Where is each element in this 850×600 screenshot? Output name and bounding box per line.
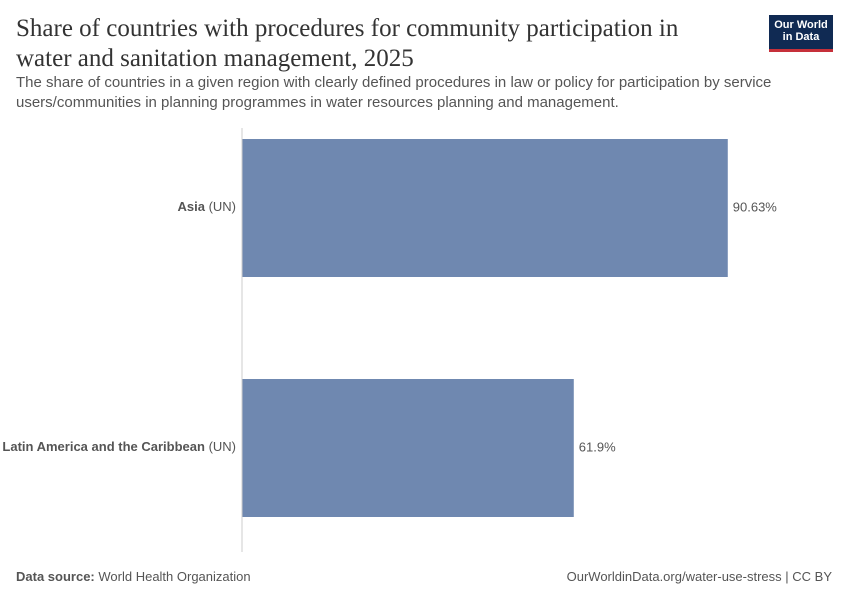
category-note: (UN) [209,199,236,214]
logo-line: in Data [782,31,820,43]
category-note: (UN) [209,439,236,454]
category-name: Asia [177,199,205,214]
chart-title: Share of countries with procedures for c… [16,15,679,72]
chart-subtitle: The share of countries in a given region… [16,74,772,111]
category-name: Latin America and the Caribbean [2,439,205,454]
y-tick-label: Asia (UN) [177,199,236,214]
logo-line: Our World [774,19,828,31]
value-label: 90.63% [733,199,778,214]
value-label: 61.9% [579,439,616,454]
bar [242,139,728,277]
bar [242,379,574,517]
chart: Asia (UN) 90.63% Latin America and the Car… [2,128,778,552]
source-text: World Health Organization [98,569,251,584]
y-tick-label: Latin America and the Caribbean (UN) [2,439,236,454]
footer-link[interactable]: OurWorldinData.org/water-use-stress | CC… [566,569,832,584]
source: Data source: World Health Organization [16,569,251,584]
logo[interactable]: Our World in Data [769,15,833,52]
source-label: Data source: [16,569,95,584]
